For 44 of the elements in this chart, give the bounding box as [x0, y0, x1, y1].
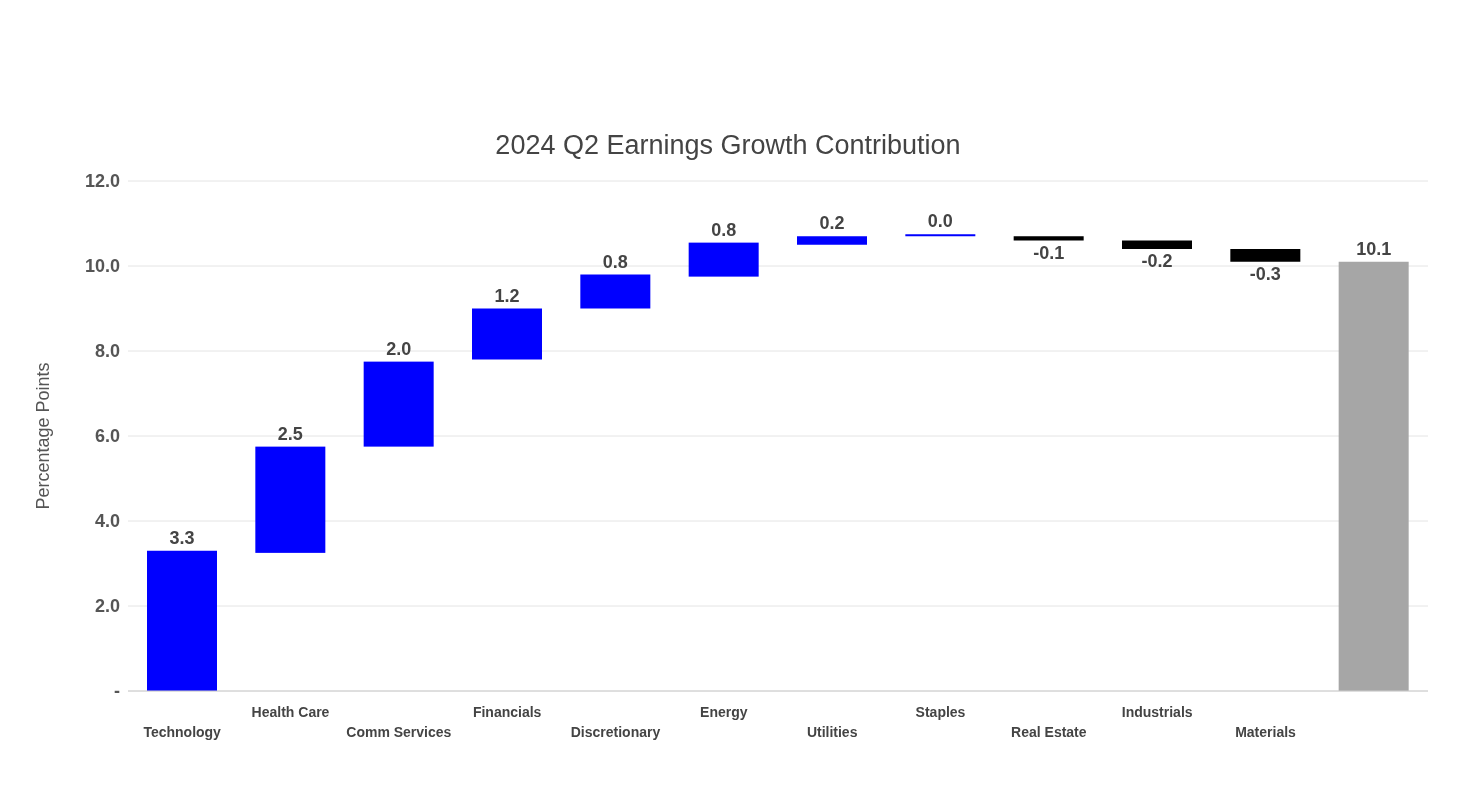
bar [147, 550, 217, 691]
bar [580, 274, 651, 309]
x-tick-label: Industrials [1121, 704, 1193, 720]
y-tick-label: - [114, 681, 120, 702]
y-tick-label: 10.0 [84, 256, 120, 277]
bar [688, 242, 759, 277]
y-tick-label: 12.0 [84, 171, 120, 192]
y-tick-label: 4.0 [94, 511, 120, 532]
x-tick-label: Comm Services [346, 724, 452, 740]
x-tick-label: Staples [915, 704, 966, 720]
bar [1230, 249, 1301, 262]
data-label: -0.3 [1249, 263, 1281, 284]
x-tick-label: Financials [472, 704, 542, 720]
data-label: 0.0 [927, 211, 953, 232]
x-tick-label: Technology [143, 724, 222, 740]
data-label: 0.8 [602, 251, 628, 272]
data-label: 1.2 [494, 285, 520, 306]
x-tick-label: Real Estate [1011, 724, 1087, 740]
y-axis-title: Percentage Points [33, 362, 54, 510]
bar [1338, 261, 1409, 691]
bar [363, 361, 434, 447]
bar [255, 446, 326, 553]
x-tick-label: Utilities [806, 724, 858, 740]
bar [905, 234, 976, 237]
data-label: 10.1 [1356, 238, 1392, 259]
data-label: 0.8 [711, 219, 737, 240]
chart-title: 2024 Q2 Earnings Growth Contribution [494, 130, 962, 161]
data-label: 3.3 [169, 527, 195, 548]
bar [797, 236, 867, 245]
x-tick-label: Discretionary [570, 724, 661, 740]
data-label: -0.2 [1141, 251, 1173, 271]
x-tick-label: Health Care [251, 704, 330, 720]
y-tick-label: 8.0 [94, 341, 120, 362]
data-label: -0.1 [1033, 242, 1065, 263]
y-tick-label: 2.0 [94, 596, 120, 617]
bar [1013, 236, 1084, 241]
x-tick-label: Materials [1235, 724, 1297, 740]
data-label: 0.2 [819, 213, 845, 234]
x-tick-label: Energy [700, 704, 748, 720]
bar [472, 308, 542, 360]
data-label: 2.5 [277, 423, 303, 444]
bar [1122, 240, 1192, 249]
y-tick-label: 6.0 [94, 426, 120, 447]
data-label: 2.0 [386, 338, 412, 359]
